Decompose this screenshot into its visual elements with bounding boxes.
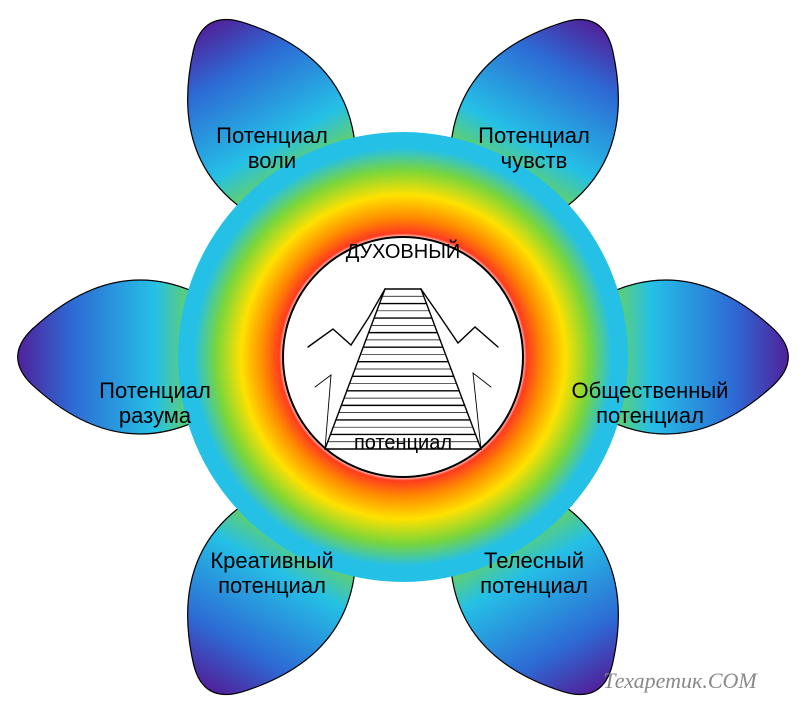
center-label-top: ДУХОВНЫЙ [253, 241, 553, 264]
center-label-bottom: потенциал [253, 432, 553, 455]
diagram-root: ДУХОВНЫЙ потенциал Потенциал воли Потенц… [0, 0, 807, 715]
petal-label-1: Потенциал чувств [384, 123, 684, 174]
petal-label-5: Потенциал разума [5, 378, 305, 429]
watermark: Техаретик.COM [530, 668, 807, 693]
petal-label-2: Общественный потенциал [500, 378, 800, 429]
petal-label-3: Телесный потенциал [384, 548, 684, 599]
diagram-svg [0, 0, 807, 715]
petal-label-4: Креативный потенциал [122, 548, 422, 599]
petal-label-0: Потенциал воли [122, 123, 422, 174]
